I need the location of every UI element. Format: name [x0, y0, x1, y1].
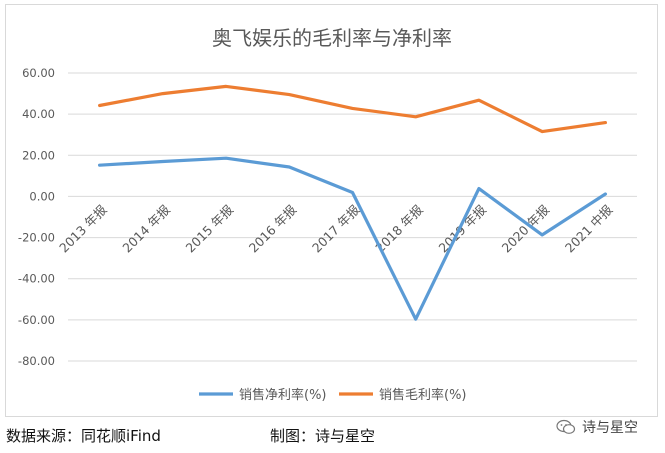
- chart-title: 奥飞娱乐的毛利率与净利率: [212, 26, 452, 50]
- x-tick-label: 2017 年报: [309, 202, 363, 256]
- x-tick-label: 2015 年报: [183, 202, 237, 256]
- x-tick-label: 2016 年报: [246, 202, 300, 256]
- x-tick-label: 2014 年报: [119, 202, 173, 256]
- watermark: 诗与星空: [556, 417, 638, 437]
- y-tick-label: -20.00: [18, 231, 55, 245]
- legend-label: 销售毛利率(%): [379, 387, 467, 403]
- x-tick-label: 2019 年报: [435, 202, 489, 256]
- series-line-1: [97, 156, 608, 321]
- y-tick-label: -40.00: [18, 272, 55, 286]
- watermark-text: 诗与星空: [582, 420, 638, 436]
- wechat-icon: [556, 419, 576, 434]
- y-tick-label: -60.00: [18, 313, 55, 327]
- x-tick-label: 2021 中报: [562, 202, 616, 256]
- data-source-note: 数据来源：同花顺iFind: [6, 427, 161, 445]
- y-tick-label: 60.00: [22, 66, 55, 80]
- y-tick-label: 20.00: [22, 148, 55, 162]
- chart-credit: 制图：诗与星空: [270, 427, 376, 445]
- chart-svg: 奥飞娱乐的毛利率与净利率 60.00 40.00 20.00 0.00 -20.00 -40…: [18, 26, 637, 403]
- chart-frame: 奥飞娱乐的毛利率与净利率 60.00 40.00 20.00 0.00 -20.00 -40…: [5, 4, 658, 417]
- y-tick-label: 40.00: [22, 107, 55, 121]
- series-line-2: [97, 84, 608, 134]
- x-tick-label: 2013 年报: [56, 202, 110, 256]
- legend-label: 销售净利率(%): [239, 387, 327, 403]
- y-tick-label: -80.00: [18, 354, 55, 368]
- y-tick-label: 0.00: [29, 189, 55, 203]
